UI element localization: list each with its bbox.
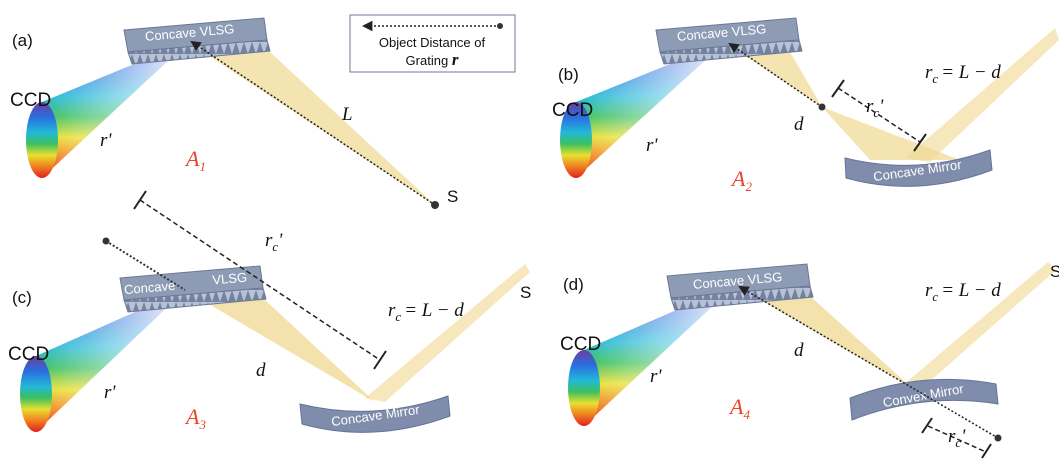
panel-label: (a) [12,31,33,50]
ccd-label: CCD [552,100,593,121]
ccd-label: CCD [10,90,51,111]
source-label: S [1050,262,1059,281]
ccd-face [20,356,52,432]
virtual-point [995,435,1002,442]
rc-prime: rc' [948,426,966,450]
rc-rest: = L − d [404,300,464,321]
rc-mark: ' [278,230,283,251]
rc-prime: rc' [866,96,884,120]
rc-equation: rc= L − d [388,300,464,324]
rc-equation: rc= L − d [925,280,1001,304]
area-sub: 1 [199,159,206,174]
panel-c: Concave Mirror Concave VLSG (c) CCD r' d… [8,191,531,432]
ccd-face [568,350,600,426]
dimension-tick [134,191,146,209]
legend-dot [497,23,503,29]
d-label: d [256,360,266,381]
ccd-label: CCD [560,334,601,355]
figure: Concave VLSG (a) CCD r' L A1 S Object Di… [0,0,1059,462]
panel-label: (d) [563,275,584,294]
area-letter: A [728,394,744,419]
ccd-label: CCD [8,344,49,365]
rc-rest: = L − d [941,62,1001,83]
panel-a: Concave VLSG (a) CCD r' L A1 S Object Di… [10,15,515,209]
legend-symbol: r [452,50,459,69]
rc-prime: rc' [265,230,283,254]
virtual-point [103,238,110,245]
dimension-tick [832,80,844,97]
ccd-face [26,102,58,178]
distance-label: L [341,104,353,125]
legend-text: Grating r [406,50,459,69]
d-label: d [794,114,804,135]
rc-rest: = L − d [941,280,1001,301]
area-letter: A [184,146,200,171]
r-prime: r' [104,382,116,403]
beam [365,264,530,402]
area-label: A2 [730,166,752,194]
grating-label: VLSG [212,270,248,288]
area-label: A1 [184,146,206,174]
area-sub: 3 [198,417,206,432]
area-letter: A [184,404,200,429]
source-point [431,201,439,209]
source-label: S [447,187,458,206]
r-prime: r' [646,135,658,156]
focus-point [819,104,826,111]
rc-sub: c [932,71,938,86]
area-label: A4 [728,394,750,422]
dimension-tick [374,351,386,369]
rc-mark: ' [961,426,966,447]
spectrum-fade [576,42,725,178]
d-label: d [794,340,804,361]
rc-mark: ' [879,96,884,117]
area-letter: A [730,166,746,191]
area-sub: 2 [745,179,752,194]
beam [185,290,375,402]
spectrum-fade [36,290,185,432]
r-prime: r' [650,366,662,387]
area-sub: 4 [743,407,750,422]
dimension-tick [922,418,932,433]
beam [905,28,1059,162]
panel-b: Concave Mirror Concave VLSG (b) CCD r' d… [552,18,1059,194]
legend-text: Grating [406,53,449,68]
legend-text: Object Distance of [379,35,486,50]
rc-equation: rc= L − d [925,62,1001,86]
source-label: S [520,283,531,302]
panel-label: (b) [558,65,579,84]
area-label: A3 [184,404,206,432]
r-prime: r' [100,130,112,151]
rc-sub: c [395,309,401,324]
rc-sub: c [932,289,938,304]
spectrum-fade [42,42,188,178]
panel-d: Convex Mirror Concave VLSG (d) CCD r' d … [560,262,1059,458]
panel-label: (c) [12,288,32,307]
